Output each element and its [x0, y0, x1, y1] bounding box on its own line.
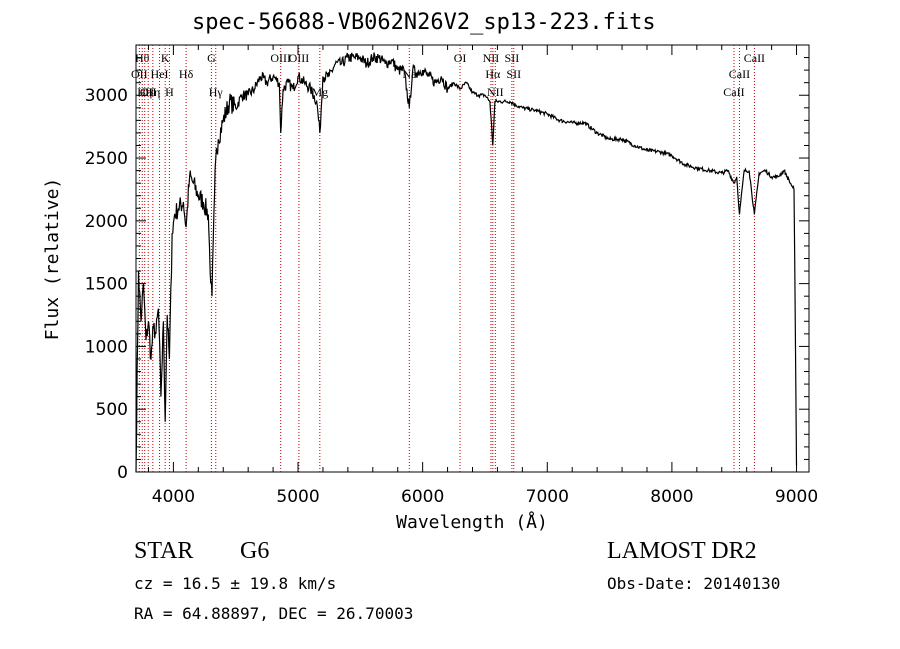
spectral-line-label: HeI [151, 67, 169, 81]
x-tick-label: 4000 [152, 487, 195, 507]
spectral-line-label: OII [131, 67, 148, 81]
spectral-line-label: Hδ [179, 67, 194, 81]
y-tick-label: 1000 [85, 337, 128, 357]
y-tick-label: 2000 [85, 212, 128, 232]
observation-date: Obs-Date: 20140130 [607, 574, 781, 593]
x-tick-label: 6000 [401, 487, 444, 507]
y-tick-label: 500 [96, 400, 128, 420]
spectral-line-label: G [207, 51, 216, 65]
spectral-line-label: Mg [311, 85, 328, 99]
spectral-line-label: CaII [744, 51, 765, 65]
x-axis-label: Wavelength (Å) [396, 511, 548, 533]
y-tick-label: 3000 [85, 86, 128, 106]
x-tick-label: 8000 [650, 487, 693, 507]
spectral-line-label: NII [487, 85, 504, 99]
spectral-line-label: Hγ [209, 85, 224, 99]
spectral-line-label: Hη [145, 85, 160, 99]
spectral-line-label: K [161, 51, 170, 65]
spectral-line-label: NII [483, 51, 500, 65]
spectrum-line [135, 52, 798, 473]
spectral-line-label: SII [506, 67, 521, 81]
spectral-line-label: Hθ [135, 51, 150, 65]
x-tick-label: 7000 [526, 487, 569, 507]
object-class: STAR [134, 538, 194, 564]
redshift-cz: cz = 16.5 ± 19.8 km/s [134, 574, 337, 593]
spectral-line-label: H [165, 85, 174, 99]
y-tick-label: 1500 [85, 275, 128, 295]
y-axis-label: Flux (relative) [42, 178, 63, 341]
chart-title: spec-56688-VB062N26V2_sp13-223.fits [192, 10, 656, 35]
spectral-line-label: CaII [729, 67, 750, 81]
x-tick-label: 5000 [276, 487, 319, 507]
y-tick-label: 0 [117, 463, 128, 483]
object-subclass: G6 [240, 538, 270, 564]
spectral-line-label: OIII [289, 51, 310, 65]
spectral-line-label: CaII [723, 85, 744, 99]
survey-name: LAMOST DR2 [607, 538, 757, 564]
y-tick-label: 2500 [85, 149, 128, 169]
spectral-line-label: SII [505, 51, 520, 65]
spectral-line-label: Hα [485, 67, 501, 81]
spectral-line-label: OI [454, 51, 467, 65]
spectral-line-label: OIII [270, 51, 291, 65]
x-tick-label: 9000 [775, 487, 818, 507]
axis-ticks: 4000 5000 6000 7000 8000 9000 0 500 1000 1500 2000… [85, 45, 818, 507]
ra-dec: RA = 64.88897, DEC = 26.70003 [134, 604, 414, 623]
